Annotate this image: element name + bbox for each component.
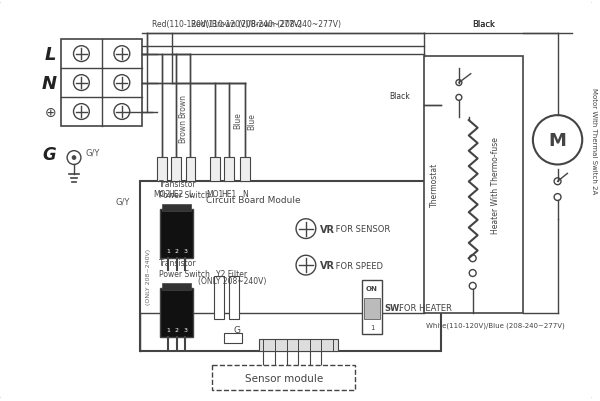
Text: Blue: Blue xyxy=(248,112,257,129)
Text: 2: 2 xyxy=(175,328,179,332)
Text: Circuit Board Module: Circuit Board Module xyxy=(206,195,301,204)
Bar xyxy=(160,209,193,259)
Text: G: G xyxy=(43,145,56,163)
Text: 1: 1 xyxy=(166,328,170,332)
Bar xyxy=(171,157,181,182)
Bar xyxy=(259,339,338,351)
Text: VR: VR xyxy=(320,261,335,270)
Text: 1: 1 xyxy=(166,249,170,254)
Text: N: N xyxy=(242,190,248,198)
Bar xyxy=(362,280,382,334)
Text: 3: 3 xyxy=(183,328,187,332)
Text: White(110-120V)/Blue (208-240~277V): White(110-120V)/Blue (208-240~277V) xyxy=(427,321,565,328)
Text: L: L xyxy=(188,190,193,198)
Bar xyxy=(157,157,167,182)
Text: 2: 2 xyxy=(175,249,179,254)
Bar xyxy=(229,276,239,320)
Text: HE1: HE1 xyxy=(221,190,236,198)
Bar xyxy=(214,276,224,320)
Text: Black: Black xyxy=(472,20,495,29)
Text: L: L xyxy=(45,45,56,63)
Text: FOR HEATER: FOR HEATER xyxy=(398,303,452,312)
Text: 3: 3 xyxy=(183,249,187,254)
Bar xyxy=(240,157,250,182)
Text: Brown: Brown xyxy=(179,119,188,143)
Text: Y2 Filter: Y2 Filter xyxy=(217,269,247,278)
Text: SW.: SW. xyxy=(385,303,403,312)
Text: FOR SPEED: FOR SPEED xyxy=(332,261,383,270)
Bar xyxy=(160,288,193,337)
Bar xyxy=(224,157,234,182)
Text: Transistor
Power Switch: Transistor Power Switch xyxy=(159,180,210,200)
Text: MO1: MO1 xyxy=(206,190,224,198)
Bar xyxy=(424,57,523,313)
Text: (ONLY 208~240V): (ONLY 208~240V) xyxy=(198,277,266,286)
Text: G/Y: G/Y xyxy=(115,197,130,206)
Text: G/Y: G/Y xyxy=(86,148,100,157)
Text: Thermostat: Thermostat xyxy=(430,163,439,207)
Bar xyxy=(61,40,142,127)
Bar xyxy=(162,283,191,290)
Text: ON: ON xyxy=(366,285,378,291)
Text: Transistor
Power Switch: Transistor Power Switch xyxy=(159,258,210,278)
Text: Sensor module: Sensor module xyxy=(245,373,323,383)
Text: FOR SENSOR: FOR SENSOR xyxy=(332,225,390,233)
Circle shape xyxy=(72,156,76,160)
Text: Black: Black xyxy=(472,20,495,29)
Text: Heater With Thermo-fuse: Heater With Thermo-fuse xyxy=(491,136,500,233)
Text: (ONLY 208~240V): (ONLY 208~240V) xyxy=(146,248,151,304)
Text: Red(110-120V)/Brown (208-240~277V): Red(110-120V)/Brown (208-240~277V) xyxy=(152,20,302,29)
Bar xyxy=(185,157,196,182)
Bar xyxy=(364,298,380,320)
Text: G: G xyxy=(233,325,241,334)
Bar xyxy=(162,205,191,211)
Text: Black: Black xyxy=(389,92,410,101)
Text: Motor With Thermal Switch 2A: Motor With Thermal Switch 2A xyxy=(591,87,597,193)
Text: M: M xyxy=(548,132,566,150)
Bar xyxy=(210,157,220,182)
Text: 1: 1 xyxy=(370,324,374,330)
Text: HE2: HE2 xyxy=(168,190,183,198)
Text: Blue: Blue xyxy=(233,112,242,129)
Text: Brown: Brown xyxy=(179,94,188,118)
Text: MO2: MO2 xyxy=(153,190,170,198)
Text: N: N xyxy=(41,74,56,92)
Text: VR: VR xyxy=(320,224,335,234)
Bar xyxy=(224,333,242,343)
Bar xyxy=(140,182,441,351)
Bar xyxy=(212,365,355,391)
Text: ⊕: ⊕ xyxy=(44,105,56,119)
Text: Red(110-120V)/Brown (208-240~277V): Red(110-120V)/Brown (208-240~277V) xyxy=(191,20,341,29)
